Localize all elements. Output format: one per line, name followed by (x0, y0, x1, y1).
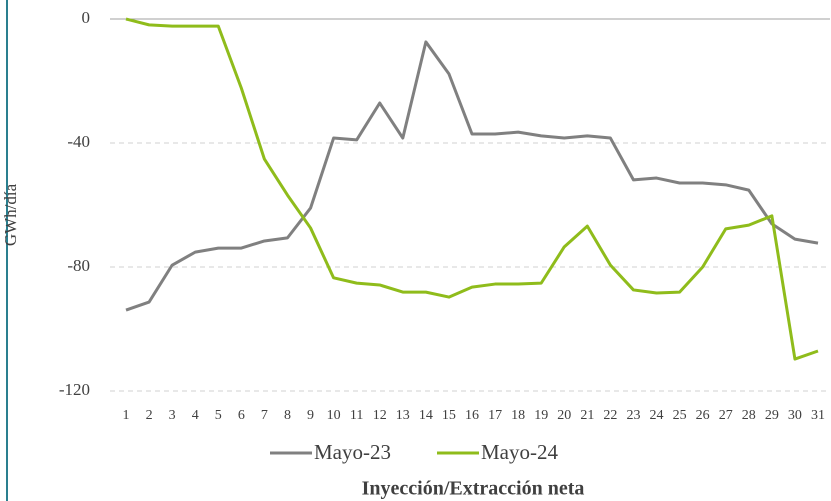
x-tick-label: 3 (169, 408, 176, 423)
legend-label: Mayo-23 (314, 440, 391, 464)
x-tick-label: 7 (261, 408, 268, 423)
x-tick-label: 6 (238, 408, 245, 423)
y-tick-label: -120 (59, 380, 90, 399)
x-tick-label: 22 (603, 408, 617, 423)
x-axis-label: Inyección/Extracción neta (362, 478, 585, 500)
x-tick-label: 24 (650, 408, 664, 423)
x-tick-label: 16 (465, 408, 479, 423)
series-line (125, 17, 819, 361)
x-tick-label: 14 (419, 408, 433, 423)
x-tick-label: 21 (580, 408, 594, 423)
x-tick-label: 26 (696, 408, 710, 423)
x-tick-label: 23 (626, 408, 640, 423)
x-tick-label: 19 (534, 408, 548, 423)
x-tick-label: 8 (284, 408, 291, 423)
x-tick-label: 31 (811, 408, 825, 423)
x-tick-label: 18 (511, 408, 525, 423)
x-tick-label: 30 (788, 408, 802, 423)
x-tick-label: 17 (488, 408, 502, 423)
x-tick-label: 12 (373, 408, 387, 423)
y-tick-label: -80 (67, 256, 90, 275)
x-tick-label: 20 (557, 408, 571, 423)
x-tick-label: 1 (123, 408, 130, 423)
x-tick-label: 9 (307, 408, 314, 423)
x-tick-label: 28 (742, 408, 756, 423)
legend-label: Mayo-24 (481, 440, 558, 464)
x-tick-label: 13 (396, 408, 410, 423)
y-tick-label: 0 (82, 8, 91, 27)
x-tick-label: 5 (215, 408, 222, 423)
x-tick-label: 11 (350, 408, 363, 423)
y-tick-label: -40 (67, 132, 90, 151)
x-tick-label: 10 (327, 408, 341, 423)
x-tick-label: 29 (765, 408, 779, 423)
series-line (125, 40, 819, 312)
x-tick-label: 2 (146, 408, 153, 423)
x-tick-label: 27 (719, 408, 733, 423)
x-tick-label: 4 (192, 408, 199, 423)
y-axis-label: GWh/día (1, 183, 20, 246)
x-tick-label: 25 (673, 408, 687, 423)
x-tick-label: 15 (442, 408, 456, 423)
